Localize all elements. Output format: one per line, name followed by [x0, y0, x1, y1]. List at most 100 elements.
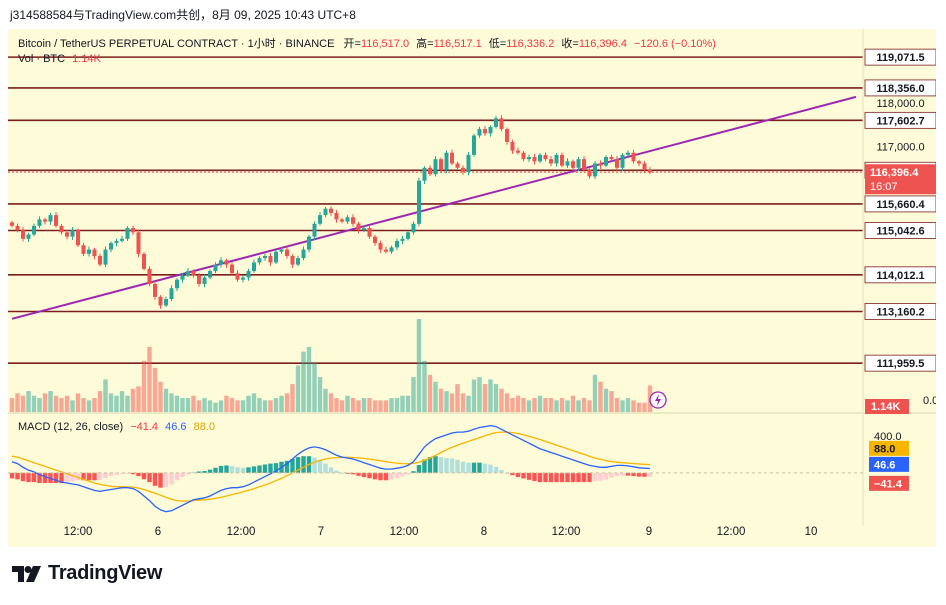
candle-body — [642, 163, 647, 170]
volume-bar — [378, 400, 383, 412]
volume-bar — [114, 395, 119, 412]
candle-body — [219, 260, 223, 265]
candle-body — [235, 273, 240, 280]
macd-hist-bar — [75, 472, 81, 481]
macd-hist-bar — [218, 465, 224, 473]
macd-legend: MACD (12, 26, close) −41.4 46.6 88.0 — [18, 421, 215, 433]
candle-body — [120, 238, 124, 241]
chart-svg[interactable]: 118,000.0 117,000.0 0.0 400.0 12:00 6 12:00 7 12… — [8, 29, 936, 547]
candle-body — [433, 159, 438, 175]
volume-bar — [125, 395, 130, 412]
macd-hist-bar — [411, 471, 416, 473]
macd-signal-label-box — [869, 440, 909, 456]
candle-body — [587, 169, 592, 177]
volume-bar — [367, 398, 372, 412]
macd-hist-bar — [240, 467, 246, 473]
volume-bar — [42, 393, 48, 412]
level-label-text: 113,160.2 — [876, 307, 924, 319]
macd-hist-label-box — [869, 475, 909, 491]
macd-hist-bar — [400, 472, 405, 477]
macd-hist-bar — [136, 472, 141, 477]
macd-legend-macd: 46.6 — [165, 421, 187, 433]
volume-bar — [323, 388, 328, 412]
macd-hist-bar — [543, 472, 548, 483]
x-axis-tick-label: 12:00 — [717, 526, 746, 538]
volume-bar — [284, 393, 290, 412]
macd-signal-label-text: 88.0 — [874, 443, 895, 455]
volume-bar — [295, 365, 301, 412]
macd-hist-bar — [647, 472, 653, 477]
macd-hist-bar — [576, 472, 581, 483]
candle-body — [164, 299, 168, 306]
macd-hist-bar — [389, 472, 394, 480]
volume-bar — [169, 393, 174, 412]
candle-body — [351, 217, 355, 224]
volume-bar — [411, 377, 416, 412]
volume-bar — [471, 379, 477, 412]
macd-legend-label: MACD (12, 26, close) — [18, 421, 124, 433]
macd-hist-bar — [81, 472, 86, 481]
volume-bar — [141, 360, 147, 412]
macd-hist-bar — [515, 472, 521, 478]
level-label-box — [864, 303, 936, 320]
candle-body — [620, 154, 625, 168]
candle-body — [604, 157, 608, 166]
macd-hist-bar — [537, 472, 543, 483]
candle-body — [32, 225, 36, 235]
candle-body — [378, 243, 383, 250]
candle-body — [373, 236, 377, 244]
macd-hist-bar — [383, 472, 389, 481]
candle-body — [532, 157, 537, 162]
chart-frame[interactable]: 118,000.0 117,000.0 0.0 400.0 12:00 6 12:00 7 12… — [8, 29, 936, 547]
volume-bar — [345, 395, 350, 412]
macd-hist-bar — [471, 462, 477, 473]
candle-body — [406, 232, 410, 239]
macd-hist-bar — [559, 472, 565, 483]
volume-bar — [554, 400, 559, 412]
volume-bar — [642, 402, 647, 412]
macd-hist-bar — [554, 472, 559, 483]
volume-bar — [64, 395, 70, 412]
horizontal-levels — [8, 56, 863, 364]
volume-bar — [147, 346, 152, 412]
macd-hist-bar — [196, 471, 202, 473]
candle-body — [246, 271, 251, 278]
macd-legend-signal: 88.0 — [193, 421, 216, 433]
level-label-box — [864, 354, 936, 372]
macd-hist-bar — [488, 464, 493, 473]
macd-hist-bar — [609, 472, 614, 478]
candle-body — [455, 163, 460, 168]
candle-body — [224, 260, 229, 265]
low-value: 116,336.2 — [506, 38, 555, 50]
volume-bar — [433, 381, 438, 412]
macd-hist-bar — [482, 463, 488, 473]
macd-hist-bar — [224, 465, 229, 473]
candle-body — [65, 232, 69, 237]
volume-bar — [273, 398, 279, 412]
volume-layer — [9, 319, 667, 412]
macd-hist-bar — [317, 460, 323, 473]
volume-bar — [174, 395, 180, 412]
trendline — [11, 95, 857, 320]
volume-bar — [372, 400, 378, 412]
level-label-text: 115,660.4 — [876, 199, 925, 211]
tradingview-logo[interactable]: TradingView — [12, 562, 162, 585]
volume-bar — [521, 398, 526, 412]
x-axis-tick-label: 8 — [481, 526, 487, 538]
volume-bar — [262, 400, 268, 412]
symbol-name: Bitcoin / TetherUS PERPETUAL CONTRACT · … — [18, 38, 335, 50]
macd-hist-bar — [31, 472, 37, 483]
candle-body — [125, 228, 130, 239]
macd-hist-bar — [59, 472, 64, 484]
candle-body — [15, 225, 20, 231]
candle-body — [285, 249, 289, 256]
volume-bar — [449, 393, 455, 412]
level-label-text: 119,071.5 — [876, 52, 924, 64]
tradingview-logo-icon — [12, 565, 41, 582]
macd-hist-bar — [9, 472, 15, 479]
macd-hist-label-text: −41.4 — [874, 478, 903, 490]
candle-body — [598, 163, 603, 166]
volume-bar — [268, 400, 273, 412]
volume-bar — [290, 384, 295, 412]
candle-body — [505, 129, 509, 142]
